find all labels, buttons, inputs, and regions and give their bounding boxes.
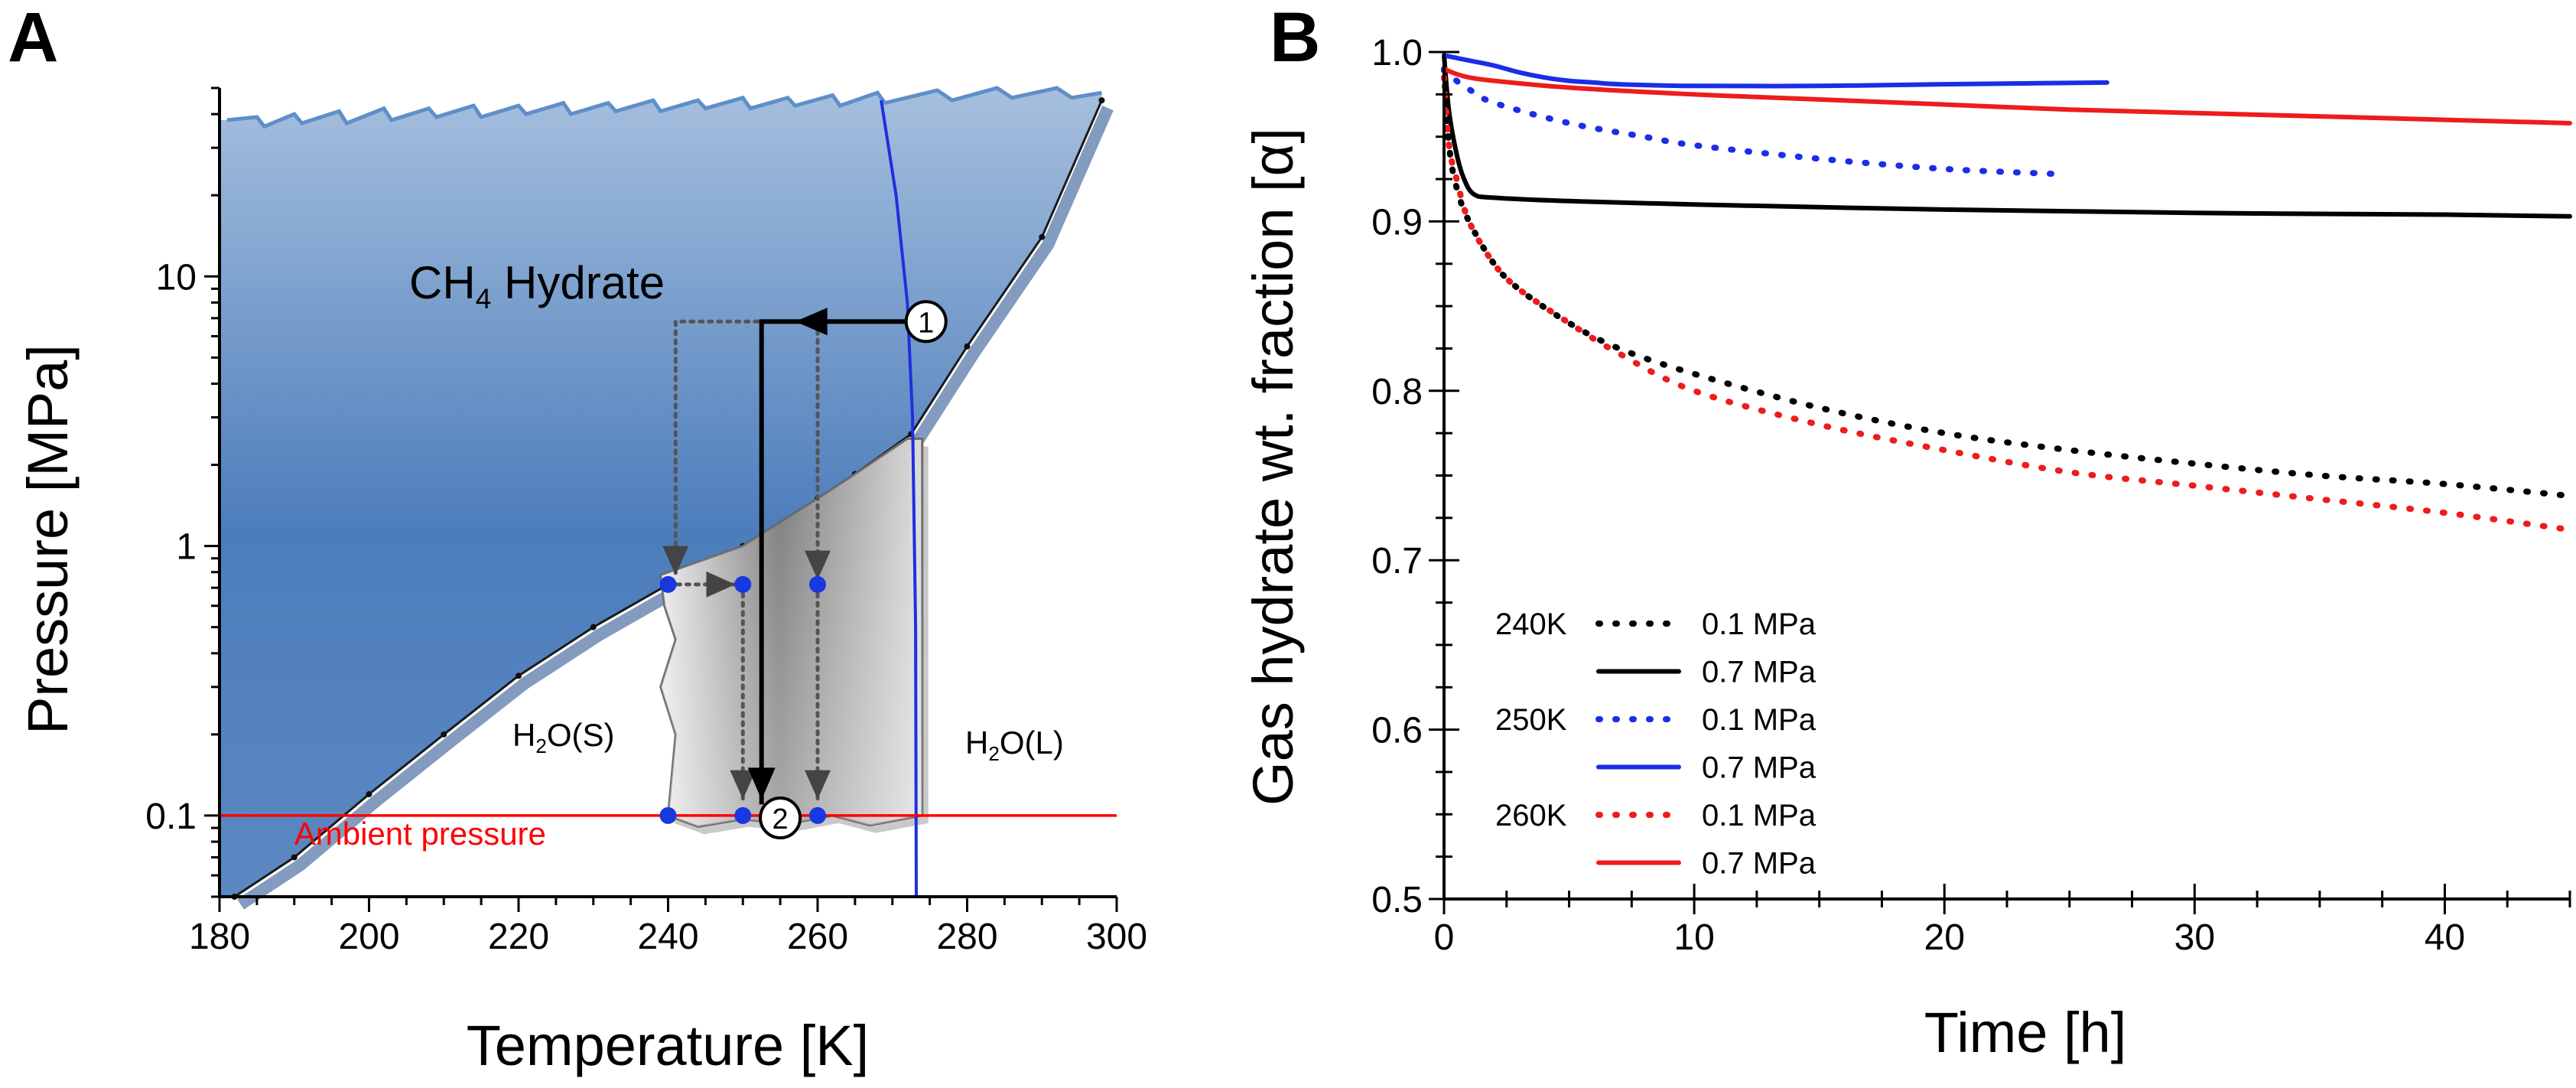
step-marker-label: 1 — [918, 307, 934, 339]
panel-b-y-tick-label: 0.5 — [1371, 880, 1423, 920]
panel-a: A Ambient pressure 1 2 CH4 Hydrate H2O(S) H2O… — [8, 0, 1147, 1077]
panel-a-x-tick-label: 200 — [338, 917, 399, 957]
dotted-arrow-head — [706, 571, 736, 598]
legend-series-name: 0.7 MPa — [1702, 847, 1817, 881]
boundary-data-point — [291, 854, 298, 861]
legend-temperature: 240K — [1495, 608, 1567, 641]
legend-temperature: 260K — [1495, 799, 1567, 832]
panel-a-x-tick-label: 280 — [936, 917, 997, 957]
panel-a-x-tick-label: 220 — [488, 917, 549, 957]
state-point — [659, 575, 677, 593]
panel-b-x-tick-label: 30 — [2174, 917, 2215, 958]
panel-a-x-tick-label: 300 — [1086, 917, 1147, 957]
legend-series-name: 0.7 MPa — [1702, 751, 1817, 785]
decomposition-highlight — [660, 438, 922, 827]
dotted-path — [673, 319, 760, 578]
panel-a-letter: A — [8, 0, 58, 77]
step-marker-circle — [904, 300, 948, 344]
step-marker-label: 2 — [772, 803, 789, 836]
state-point — [734, 806, 752, 824]
panel-a-y-tick-label: 0.1 — [145, 796, 197, 837]
boundary-data-point — [366, 791, 372, 798]
state-point — [734, 575, 752, 593]
panel-a-x-tick-label: 180 — [189, 917, 250, 957]
panel-b-y-axis-label: Gas hydrate wt. fraction [α] — [1241, 128, 1305, 806]
panel-b-y-tick-label: 0.6 — [1371, 711, 1423, 751]
panel-b-x-axis-label: Time [h] — [1924, 1001, 2127, 1064]
solid-arrow-head-left — [795, 308, 828, 336]
boundary-data-point — [516, 673, 522, 679]
step-marker-circle — [759, 796, 802, 840]
panel-b-x-tick-label: 10 — [1673, 917, 1714, 958]
panel-a-x-tick-label: 260 — [787, 917, 848, 957]
panel-b-x-tick-label: 40 — [2425, 917, 2465, 958]
legend-series-name: 0.1 MPa — [1702, 608, 1817, 641]
boundary-data-point — [590, 624, 597, 630]
panel-b-y-tick-label: 0.9 — [1371, 202, 1423, 243]
panel-b-y-tick-label: 1.0 — [1371, 33, 1423, 73]
series-line — [1441, 74, 2573, 533]
panel-b-x-tick-label: 20 — [1924, 917, 1965, 958]
boundary-data-point — [964, 343, 971, 350]
state-point — [809, 575, 826, 593]
boundary-data-point — [1039, 233, 1046, 240]
panel-a-y-tick-label: 10 — [156, 257, 197, 298]
panel-b-legend: 240K 0.1 MPa 0.7 MPa 250K 0.1 MPa 0.7 MPa 260K… — [1495, 608, 1817, 881]
legend-temperature: 250K — [1495, 703, 1567, 737]
panel-a-y-tick-label: 1 — [176, 527, 197, 568]
panel-b-y-tick-label: 0.7 — [1371, 541, 1423, 581]
panel-b-plot-area — [1441, 53, 2573, 533]
legend-series-name: 0.7 MPa — [1702, 656, 1817, 689]
series-line — [1442, 67, 2572, 125]
series-line — [1442, 53, 2109, 89]
legend-series-name: 0.1 MPa — [1702, 799, 1817, 832]
hydrate-region-label: CH4 Hydrate — [409, 257, 665, 314]
dotted-arrow-head — [805, 550, 831, 580]
state-point — [809, 806, 826, 824]
panel-b-letter: B — [1270, 0, 1320, 77]
ambient-pressure-label: Ambient pressure — [294, 816, 546, 852]
panel-b-axes: 0 10 20 30 40 0.5 0.6 0.7 0.8 0.9 1.0 — [1371, 33, 2571, 958]
panel-a-axes: 180 200 220 240 260 280 300 0.1 1 10 — [145, 86, 1147, 957]
ice-region-label: H2O(S) — [512, 717, 614, 757]
ice-melting-line — [880, 99, 918, 897]
hydrate-top-edge — [226, 86, 1102, 129]
series-line — [1441, 66, 2573, 500]
series-line — [1442, 53, 2572, 219]
panel-a-y-axis-label: Pressure [MPa] — [16, 344, 80, 735]
panel-a-x-axis-label: Temperature [K] — [467, 1014, 869, 1077]
dotted-arrow-head — [805, 770, 831, 800]
panel-b-y-tick-label: 0.8 — [1371, 372, 1423, 412]
legend-series-name: 0.1 MPa — [1702, 703, 1817, 737]
panel-a-x-tick-label: 240 — [637, 917, 698, 957]
dotted-arrow-head — [662, 546, 689, 575]
liquid-region-label: H2O(L) — [965, 725, 1064, 765]
panel-a-plot-area: Ambient pressure 1 2 CH4 Hydrate H2O(S) H2O(L… — [220, 86, 1117, 910]
series-line — [1441, 66, 2060, 178]
state-point — [659, 806, 677, 824]
dotted-arrow-head — [730, 770, 756, 800]
hydrate-region — [220, 88, 1102, 897]
solid-arrow-head-down — [747, 767, 776, 800]
panel-b-x-tick-label: 0 — [1434, 917, 1455, 958]
boundary-data-point — [1098, 97, 1105, 104]
solid-pressure-path — [759, 319, 908, 805]
panel-b: B 0 10 20 30 40 0.5 0.6 0.7 0.8 0.9 1.0 240K 0.1 MP… — [1241, 0, 2573, 1064]
boundary-data-point — [441, 731, 447, 738]
